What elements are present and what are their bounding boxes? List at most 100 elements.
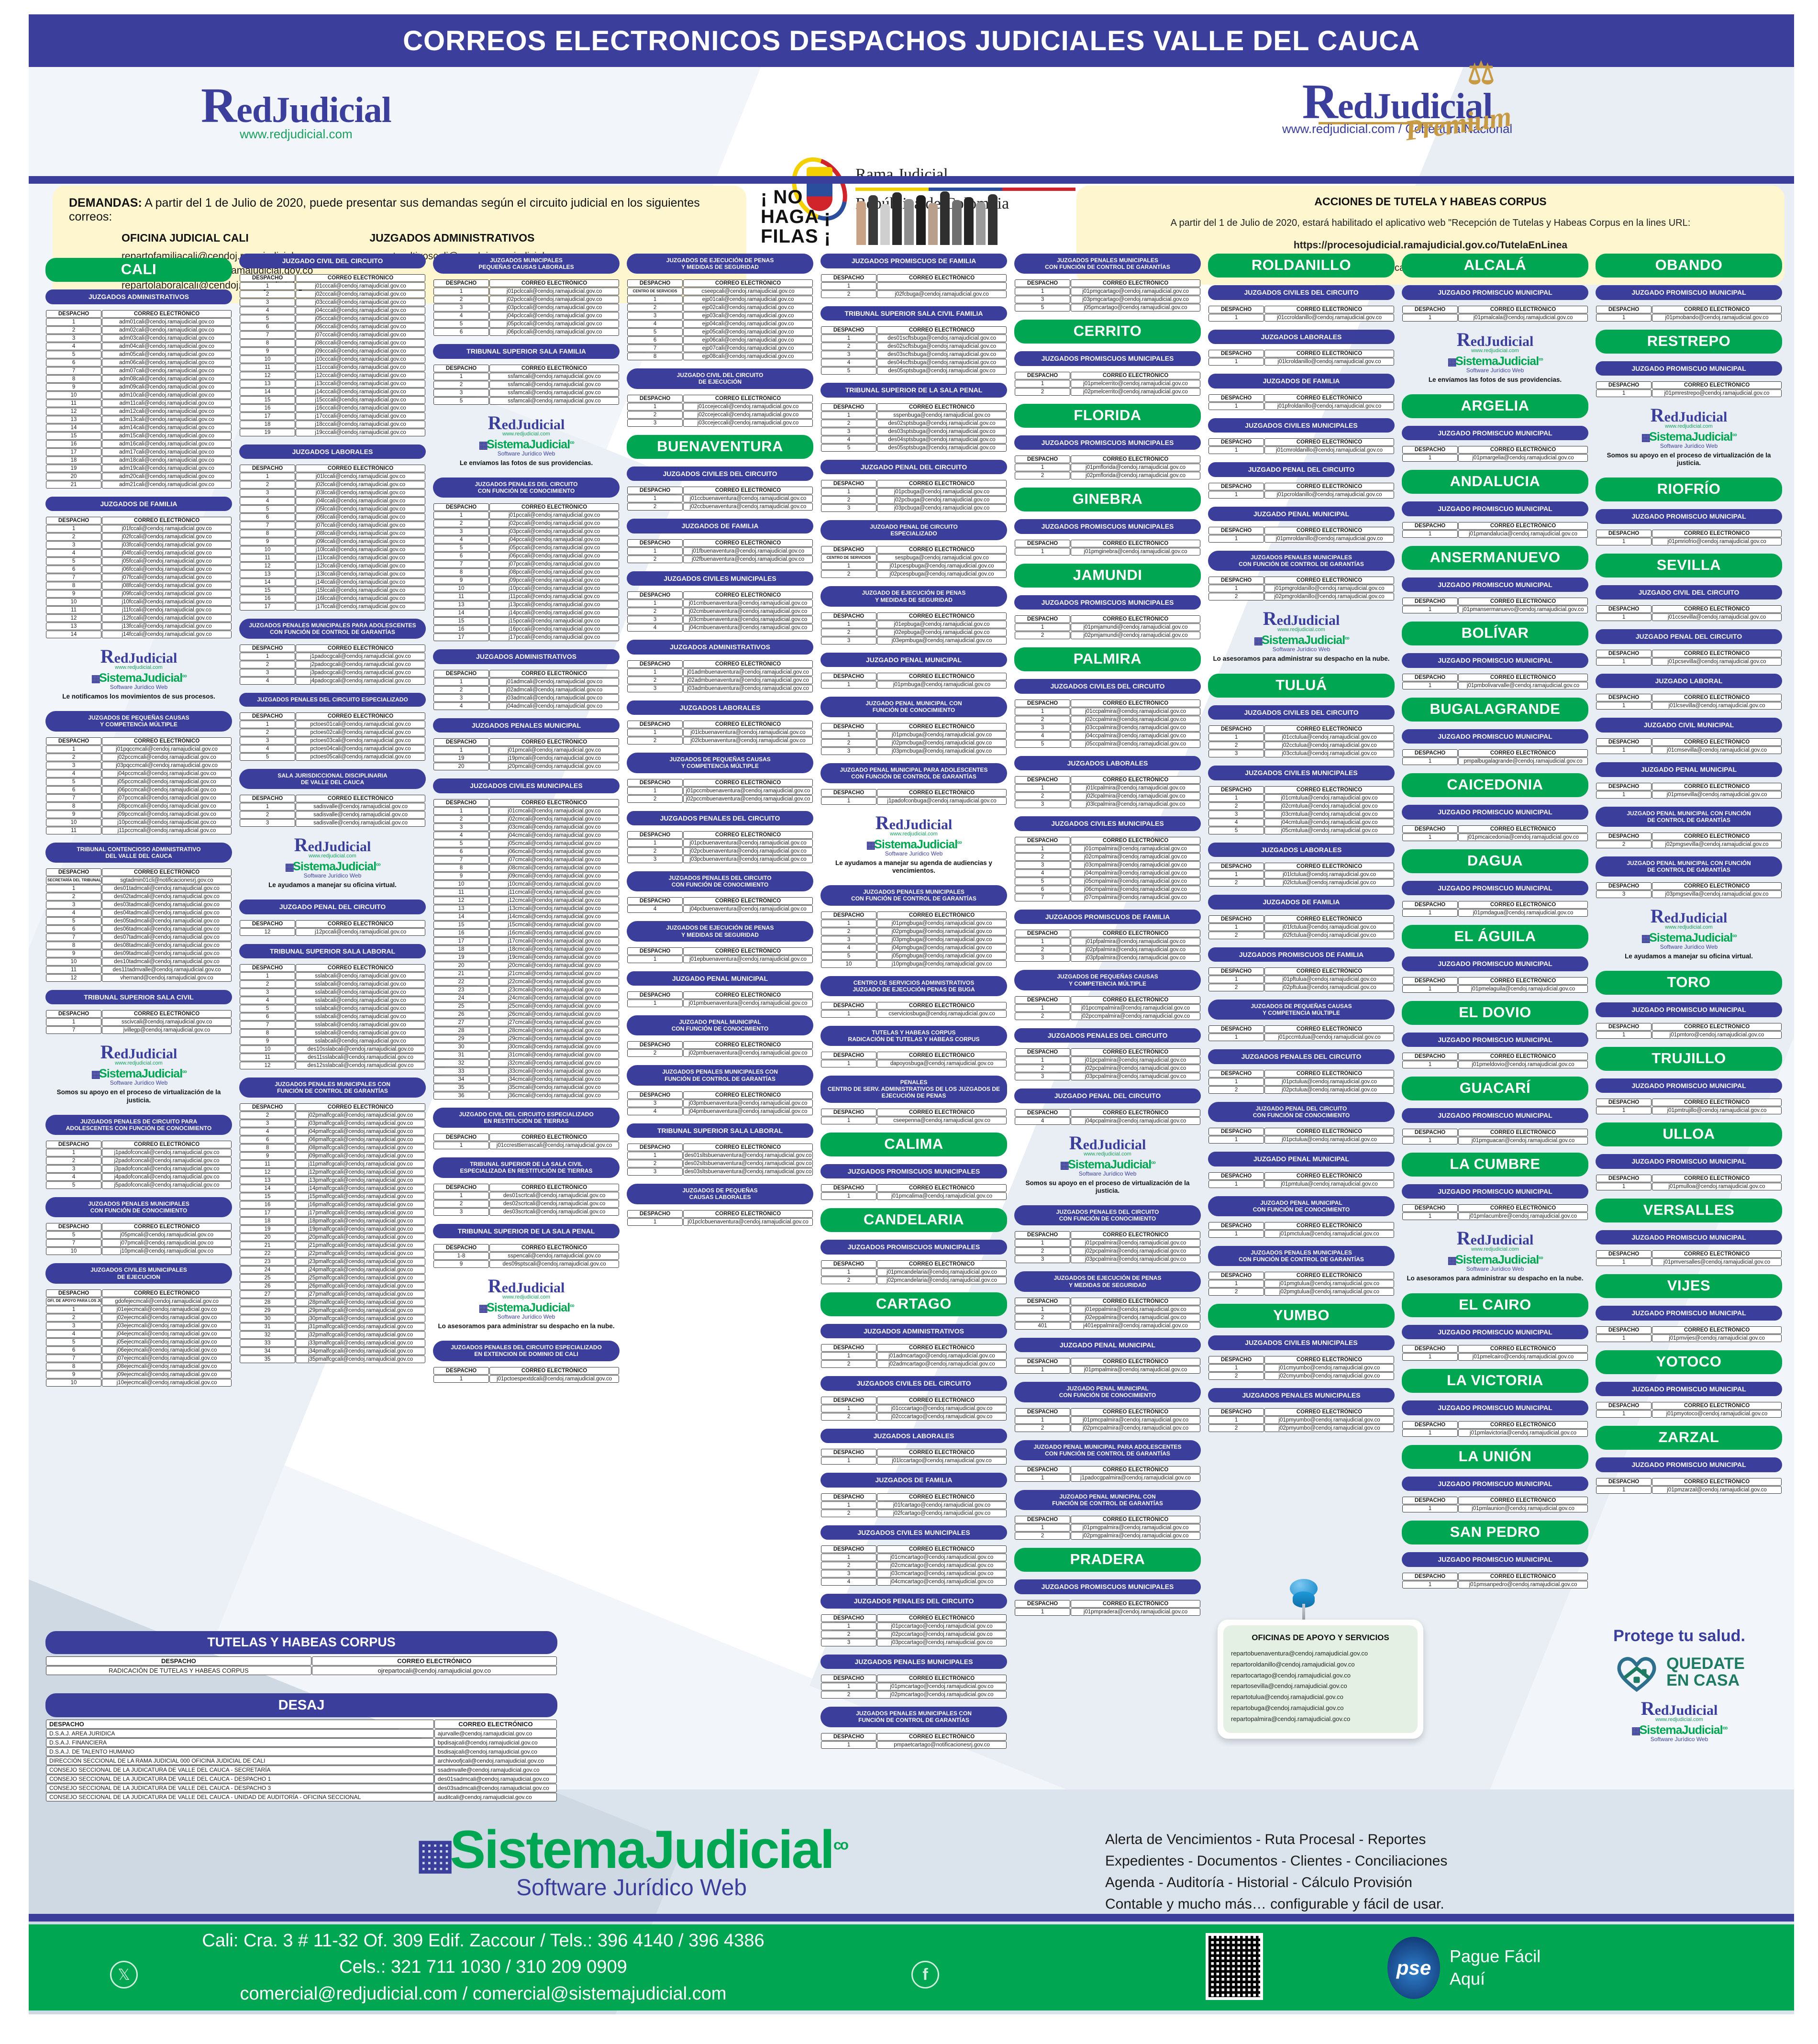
email-cell[interactable]: j14cmcali@cendoj.ramajudicial.gov.co [489, 912, 619, 921]
email-cell[interactable]: j01pmcali@cendoj.ramajudicial.gov.co [489, 746, 619, 755]
email-cell[interactable]: j03cmbuenaventura@cendoj.ramajudicial.go… [683, 616, 813, 624]
email-cell[interactable]: j01lcpalmira@cendoj.ramajudicial.gov.co [1071, 784, 1200, 792]
email-cell[interactable]: j01pmansermanuevo@cendoj.ramajudicial.go… [1458, 606, 1588, 614]
email-cell[interactable]: j03ejecmcali@cendoj.ramajudicial.gov.co [102, 1322, 232, 1330]
oficina-email[interactable]: repartosevilla@cendoj.ramajudicial.gov.c… [1231, 1682, 1347, 1690]
email-cell[interactable]: j14pccali@cendoj.ramajudicial.gov.co [489, 609, 619, 617]
email-cell[interactable]: j03pfpalmira@cendoj.ramajudicial.gov.co [1071, 954, 1200, 962]
email-cell[interactable]: j01pmroldanillo@cendoj.ramajudicial.gov.… [1264, 535, 1394, 543]
oficina-email[interactable]: repartobuga@cendoj.ramajudicial.gov.co [1231, 1704, 1344, 1711]
email-cell[interactable]: j2padocgcali@cendoj.ramajudicial.gov.co [296, 661, 425, 669]
email-cell[interactable]: des03scrtcali@cendoj.ramajudicial.gov.co [489, 1208, 619, 1216]
email-cell[interactable]: des11sslabcali@cendoj.ramajudicial.gov.c… [296, 1054, 425, 1062]
email-cell[interactable]: j01pmbolivarvalle@cendoj.ramajudicial.go… [1458, 681, 1588, 689]
email-cell[interactable]: j01pmyumbo@cendoj.ramajudicial.gov.co [1264, 1416, 1394, 1424]
email-cell[interactable]: j02pcpalmira@cendoj.ramajudicial.gov.co [1071, 1247, 1200, 1255]
email-cell[interactable]: j34cmcali@cendoj.ramajudicial.gov.co [489, 1075, 619, 1083]
email-cell[interactable]: j18cmcali@cendoj.ramajudicial.gov.co [489, 945, 619, 953]
email-cell[interactable]: j02pmbuenaventura@cendoj.ramajudicial.go… [683, 1049, 813, 1057]
email-cell[interactable]: des04sptsbuga@cendoj.ramajudicial.gov.co [877, 435, 1007, 444]
email-cell[interactable]: j28pmalfcgcali@cendoj.ramajudicial.gov.c… [296, 1299, 425, 1307]
email-cell[interactable]: j02pccali@cendoj.ramajudicial.gov.co [489, 520, 619, 528]
email-cell[interactable]: j03admbuenaventura@cendoj.ramajudicial.g… [683, 684, 813, 692]
email-cell[interactable]: des05sptsbuga@cendoj.ramajudicial.gov.co [877, 444, 1007, 452]
email-cell[interactable]: j01pmversalles@cendoj.ramajudicial.gov.c… [1652, 1258, 1782, 1266]
email-cell[interactable]: j09pccali@cendoj.ramajudicial.gov.co [489, 577, 619, 585]
email-cell[interactable]: j35pmalfcgcali@cendoj.ramajudicial.gov.c… [296, 1355, 425, 1364]
email-cell[interactable]: j01pccartago@cendoj.ramajudicial.gov.co [877, 1622, 1007, 1630]
email-cell[interactable]: j18pmalfcgcali@cendoj.ramajudicial.gov.c… [296, 1217, 425, 1225]
email-cell[interactable]: j32pmalfcgcali@cendoj.ramajudicial.gov.c… [296, 1331, 425, 1339]
email-cell[interactable]: j04cmtulua@cendoj.ramajudicial.gov.co [1264, 818, 1394, 826]
email-cell[interactable]: j30pmalfcgcali@cendoj.ramajudicial.gov.c… [296, 1315, 425, 1323]
email-cell[interactable]: j29pmalfcgcali@cendoj.ramajudicial.gov.c… [296, 1307, 425, 1315]
email-cell[interactable]: j17cmcali@cendoj.ramajudicial.gov.co [489, 937, 619, 945]
email-cell[interactable]: j01ccresttierrascali@cendoj.ramajudicial… [489, 1142, 619, 1150]
email-cell[interactable]: des01scftsbuga@cendoj.ramajudicial.gov.c… [877, 334, 1007, 343]
email-cell[interactable]: j01pmcandelaria@cendoj.ramajudicial.gov.… [877, 1268, 1007, 1276]
email-cell[interactable]: j01ccbuenaventura@cendoj.ramajudicial.go… [683, 495, 813, 503]
email-cell[interactable]: des05sptsbuga@cendoj.ramajudicial.gov.co [877, 367, 1007, 375]
facebook-icon[interactable]: f [911, 1961, 939, 1988]
email-cell[interactable]: pctoes04cali@cendoj.ramajudicial.gov.co [296, 744, 425, 753]
email-cell[interactable]: j2padofconcali@cendoj.ramajudicial.gov.c… [102, 1157, 232, 1165]
email-cell[interactable]: j14cccali@cendoj.ramajudicial.gov.co [296, 388, 425, 396]
email-cell[interactable]: sadisvalle@cendoj.ramajudicial.gov.co [296, 819, 425, 827]
email-cell[interactable]: j01ccpalmira@cendoj.ramajudicial.gov.co [1071, 707, 1200, 715]
email-cell[interactable]: j01pcsevilla@cendoj.ramajudicial.gov.co [1652, 657, 1782, 666]
email-cell[interactable]: j06cccali@cendoj.ramajudicial.gov.co [296, 322, 425, 331]
email-cell[interactable]: j01pmpradera@cendoj.ramajudicial.gov.co [1071, 1608, 1200, 1616]
email-cell[interactable]: j05ejecmcali@cendoj.ramajudicial.gov.co [102, 1338, 232, 1346]
email-cell[interactable]: j20pmcali@cendoj.ramajudicial.gov.co [489, 763, 619, 771]
email-cell[interactable]: j01pclcbuenaventura@cendoj.ramajudicial.… [683, 1218, 813, 1226]
email-cell[interactable]: cserviciosbuga@cendoj.ramajudicial.gov.c… [877, 1010, 1007, 1018]
email-cell[interactable]: des04scftsbuga@cendoj.ramajudicial.gov.c… [877, 359, 1007, 367]
email-cell[interactable]: j02pmjamundi@cendoj.ramajudicial.gov.co [1071, 632, 1200, 640]
email-cell[interactable]: j01pmctulua@cendoj.ramajudicial.gov.co [1264, 1230, 1394, 1238]
qr-code[interactable] [1206, 1933, 1263, 2000]
email-cell[interactable]: cseepcali@cendoj.ramajudicial.gov.co [683, 288, 813, 296]
email-cell[interactable]: j09cccali@cendoj.ramajudicial.gov.co [296, 347, 425, 355]
email-cell[interactable]: j13cmcali@cendoj.ramajudicial.gov.co [489, 904, 619, 912]
email-cell[interactable]: j01ccejeccali@cendoj.ramajudicial.gov.co [683, 402, 813, 411]
email-cell[interactable]: pmpalbugalagrande@cendoj.ramajudicial.go… [1458, 757, 1588, 766]
email-cell[interactable]: adm12cali@cendoj.ramajudicial.gov.co [102, 407, 232, 415]
email-cell[interactable]: j01pcpalmira@cendoj.ramajudicial.gov.co [1071, 1239, 1200, 1247]
email-cell[interactable]: j10pmcali@cendoj.ramajudicial.gov.co [102, 1247, 232, 1255]
email-cell[interactable]: des12sslabcali@cendoj.ramajudicial.gov.c… [296, 1062, 425, 1070]
email-cell[interactable]: j08lccali@cendoj.ramajudicial.gov.co [296, 530, 425, 538]
email-cell[interactable]: j34pmalfcgcali@cendoj.ramajudicial.gov.c… [296, 1347, 425, 1355]
email-cell[interactable]: j01lcsevilla@cendoj.ramajudicial.gov.co [1652, 702, 1782, 710]
email-cell[interactable]: pctoes01cali@cendoj.ramajudicial.gov.co [296, 720, 425, 728]
email-cell[interactable]: j01pmvijes@cendoj.ramajudicial.gov.co [1652, 1334, 1782, 1342]
email-cell[interactable]: j01fccali@cendoj.ramajudicial.gov.co [102, 525, 232, 533]
email-cell[interactable]: j10lccali@cendoj.ramajudicial.gov.co [296, 546, 425, 554]
email-cell[interactable]: j03pccartago@cendoj.ramajudicial.gov.co [877, 1638, 1007, 1646]
email-cell[interactable]: j14fccali@cendoj.ramajudicial.gov.co [102, 631, 232, 639]
email-cell[interactable]: j27pmalfcgcali@cendoj.ramajudicial.gov.c… [296, 1290, 425, 1299]
email-cell[interactable]: j01lcbuenaventura@cendoj.ramajudicial.go… [683, 729, 813, 737]
email-cell[interactable]: des11tadmvalle@cendoj.ramajudicial.gov.c… [102, 966, 232, 974]
email-cell[interactable]: j08cmcali@cendoj.ramajudicial.gov.co [489, 864, 619, 872]
email-cell[interactable]: j32cmcali@cendoj.ramajudicial.gov.co [489, 1059, 619, 1067]
email-cell[interactable]: j05cmcali@cendoj.ramajudicial.gov.co [489, 839, 619, 847]
email-cell[interactable]: j02fccali@cendoj.ramajudicial.gov.co [102, 533, 232, 541]
email-cell[interactable]: j29cmcali@cendoj.ramajudicial.gov.co [489, 1034, 619, 1043]
email-cell[interactable]: j28cmcali@cendoj.ramajudicial.gov.co [489, 1026, 619, 1034]
email-cell[interactable]: j02cmbuenaventura@cendoj.ramajudicial.go… [683, 608, 813, 616]
email-cell[interactable]: j33pmalfcgcali@cendoj.ramajudicial.gov.c… [296, 1339, 425, 1347]
email-cell[interactable]: j02pmgsevilla@cendoj.ramajudicial.gov.co [1652, 840, 1782, 848]
email-cell[interactable]: j07cccali@cendoj.ramajudicial.gov.co [296, 331, 425, 339]
email-cell[interactable]: vhernand@cendoj.ramajudicial.gov.co [102, 974, 232, 982]
email-cell[interactable]: j03ccejeccali@cendoj.ramajudicial.gov.co [683, 419, 813, 427]
email-cell[interactable]: des09tadmcali@cendoj.ramajudicial.gov.co [102, 949, 232, 957]
email-cell[interactable]: j01pmbuenaventura@cendoj.ramajudicial.go… [683, 1000, 813, 1008]
email-cell[interactable]: j07fccali@cendoj.ramajudicial.gov.co [102, 574, 232, 582]
email-cell[interactable]: j08fccali@cendoj.ramajudicial.gov.co [102, 582, 232, 590]
email-cell[interactable]: j01pclccali@cendoj.ramajudicial.gov.co [489, 288, 619, 296]
email-cell[interactable]: adm08cali@cendoj.ramajudicial.gov.co [102, 375, 232, 383]
oficina-email[interactable]: repartotulua@cendoj.ramajudicial.gov.co [1231, 1693, 1343, 1700]
email-cell[interactable]: j01pmcpalmira@cendoj.ramajudicial.gov.co [1071, 1416, 1200, 1424]
email-cell[interactable]: j24cmcali@cendoj.ramajudicial.gov.co [489, 994, 619, 1002]
email-cell[interactable]: j03pmgsevilla@cendoj.ramajudicial.gov.co [1652, 890, 1782, 899]
